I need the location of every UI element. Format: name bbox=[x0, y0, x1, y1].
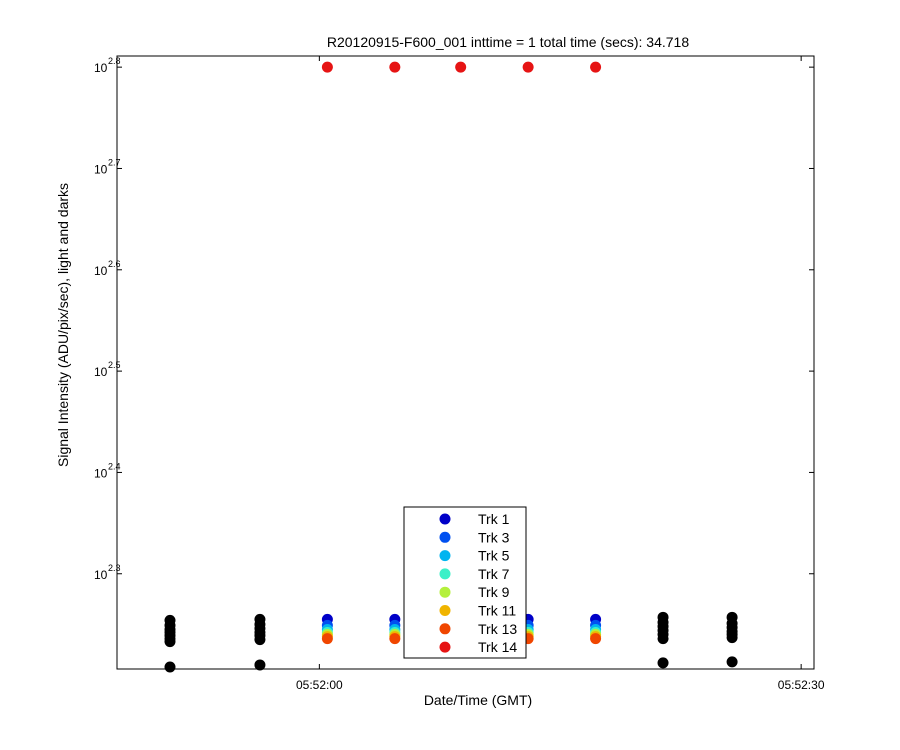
dark-point bbox=[254, 634, 266, 646]
dark-point bbox=[164, 661, 176, 673]
x-axis-title: Date/Time (GMT) bbox=[424, 692, 532, 708]
point-trk-14 bbox=[321, 61, 333, 73]
y-tick-label: 10 bbox=[94, 264, 108, 278]
legend-label-trk-3: Trk 3 bbox=[478, 529, 510, 545]
legend-marker-trk-7 bbox=[439, 568, 451, 580]
legend-box bbox=[403, 506, 527, 659]
dark-point bbox=[726, 656, 738, 668]
point-trk-14 bbox=[455, 61, 467, 73]
dark-point bbox=[726, 632, 738, 644]
y-tick-exponent: 2.8 bbox=[108, 56, 121, 66]
y-tick-exponent: 2.7 bbox=[108, 157, 121, 167]
legend-label-trk-9: Trk 9 bbox=[478, 584, 510, 600]
dark-point bbox=[657, 657, 669, 669]
y-tick-label: 10 bbox=[94, 61, 108, 75]
y-tick-exponent: 2.6 bbox=[108, 259, 121, 269]
y-tick-exponent: 2.4 bbox=[108, 461, 121, 471]
legend-label-trk-1: Trk 1 bbox=[478, 511, 510, 527]
legend: Trk 1 Trk 3 Trk 5 Trk 7 Trk 9 Trk 11 Trk 13 Trk… bbox=[403, 506, 527, 659]
dark-point bbox=[254, 659, 266, 671]
axis-ticks: 10 2.310 2.410 2.510 2.610 2.710 2.805:52:00 05… bbox=[94, 56, 825, 692]
legend-marker-trk-11 bbox=[439, 605, 451, 616]
legend-items: Trk 1 Trk 3 Trk 5 Trk 7 Trk 9 Trk 11 Trk 13 Trk… bbox=[439, 511, 517, 655]
point-trk-13 bbox=[389, 633, 401, 645]
y-tick-exponent: 2.5 bbox=[108, 360, 121, 370]
dark-point bbox=[164, 636, 176, 648]
y-tick-label: 10 bbox=[94, 162, 108, 176]
legend-label-trk-14: Trk 14 bbox=[478, 639, 517, 655]
legend-marker-trk-3 bbox=[439, 531, 451, 543]
point-trk-14 bbox=[522, 61, 534, 73]
y-tick-label: 10 bbox=[94, 568, 108, 582]
x-tick-label: 05:52:00 bbox=[296, 678, 343, 692]
y-tick-label: 10 bbox=[94, 466, 108, 480]
y-tick-exponent: 2.3 bbox=[108, 563, 121, 573]
plot-area bbox=[116, 55, 815, 670]
x-tick-label: 05:52:30 bbox=[778, 678, 825, 692]
legend-label-trk-7: Trk 7 bbox=[478, 566, 510, 582]
point-trk-14 bbox=[389, 61, 401, 73]
legend-marker-trk-13 bbox=[439, 623, 451, 635]
y-tick-label: 10 bbox=[94, 365, 108, 379]
legend-marker-trk-5 bbox=[439, 550, 451, 562]
legend-marker-trk-1 bbox=[439, 513, 451, 525]
legend-marker-trk-14 bbox=[439, 641, 451, 653]
point-trk-13 bbox=[590, 633, 602, 645]
legend-label-trk-11: Trk 11 bbox=[478, 603, 516, 619]
legend-label-trk-5: Trk 5 bbox=[478, 548, 510, 564]
point-trk-14 bbox=[590, 61, 602, 73]
legend-marker-trk-9 bbox=[439, 586, 451, 598]
point-trk-13 bbox=[321, 633, 333, 645]
y-axis-title: Signal Intensity (ADU/pix/sec), light an… bbox=[55, 183, 71, 467]
dark-point bbox=[657, 633, 669, 645]
legend-label-trk-13: Trk 13 bbox=[478, 621, 517, 637]
chart-title: R20120915-F600_001 inttime = 1 total tim… bbox=[327, 34, 689, 50]
